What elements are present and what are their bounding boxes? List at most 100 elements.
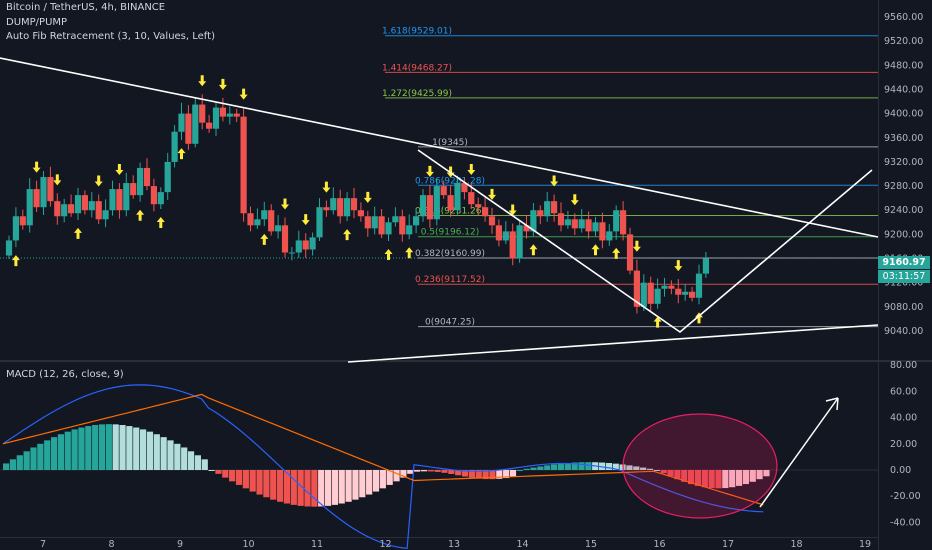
macd-histogram-bar bbox=[311, 470, 318, 507]
candle-body bbox=[26, 189, 33, 226]
time-tick-label: 12 bbox=[379, 539, 391, 550]
down-arrow-icon bbox=[467, 164, 476, 176]
candle-body bbox=[130, 183, 137, 196]
macd-histogram-bar bbox=[181, 447, 188, 470]
macd-histogram-bar bbox=[489, 470, 496, 480]
macd-histogram-bar bbox=[461, 470, 469, 477]
macd-histogram-bar bbox=[201, 459, 208, 470]
down-arrow-icon bbox=[425, 165, 434, 177]
macd-histogram-bar bbox=[270, 470, 277, 500]
candle-body bbox=[309, 237, 316, 250]
pane-divider bbox=[0, 360, 932, 362]
candle-body bbox=[530, 210, 537, 232]
candle-body bbox=[219, 107, 226, 117]
candle-body bbox=[88, 201, 95, 211]
macd-histogram-bar bbox=[633, 466, 640, 470]
down-arrow-icon bbox=[632, 240, 641, 252]
candle-body bbox=[323, 207, 330, 211]
macd-histogram-bar bbox=[571, 462, 578, 470]
fib-label: 0.786(9281.28) bbox=[415, 176, 485, 186]
candle-body bbox=[689, 291, 696, 298]
macd-tick-label: -40.00 bbox=[890, 517, 921, 528]
candle-body bbox=[695, 273, 703, 298]
candle-body bbox=[544, 201, 551, 217]
candle-body bbox=[102, 210, 109, 220]
macd-histogram-bar bbox=[290, 470, 297, 505]
candle-body bbox=[268, 210, 275, 232]
down-arrow-icon bbox=[301, 214, 310, 226]
down-arrow-icon bbox=[198, 75, 207, 87]
price-tick-label: 9080.00 bbox=[884, 302, 923, 313]
macd-histogram-bar bbox=[78, 427, 85, 470]
macd-histogram-bar bbox=[400, 470, 407, 478]
candle-body bbox=[33, 189, 40, 208]
macd-histogram-bar bbox=[537, 466, 544, 470]
candle-body bbox=[468, 192, 475, 205]
signal-arrows bbox=[11, 75, 703, 328]
candle-body bbox=[482, 207, 489, 217]
macd-histogram-bar bbox=[256, 470, 263, 495]
macd-histogram-bar bbox=[578, 462, 585, 470]
macd-histogram-bar bbox=[407, 470, 414, 474]
macd-histogram-bar bbox=[441, 470, 448, 473]
fib-label: 0(9047.25) bbox=[425, 318, 475, 328]
time-tick-label: 17 bbox=[722, 539, 734, 550]
macd-histogram-bar bbox=[3, 463, 10, 470]
candle-body bbox=[123, 183, 130, 211]
time-tick-label: 9 bbox=[177, 539, 183, 550]
candle-body bbox=[599, 222, 606, 241]
candle-body bbox=[157, 192, 164, 205]
macd-label: MACD (12, 26, close, 9) bbox=[6, 369, 124, 380]
candle-body bbox=[344, 198, 351, 217]
drawings bbox=[0, 57, 879, 363]
macd-histogram-bar bbox=[174, 443, 181, 470]
macd-histogram-bar bbox=[653, 470, 660, 471]
macd-tick-label: 20.00 bbox=[890, 439, 917, 450]
macd-histogram-bar bbox=[23, 451, 30, 470]
macd-histogram-bar bbox=[557, 463, 565, 470]
up-arrow-icon bbox=[343, 229, 352, 241]
candle-body bbox=[288, 252, 295, 254]
candle-body bbox=[199, 104, 206, 123]
up-arrow-icon bbox=[74, 227, 82, 239]
macd-histogram-bar bbox=[50, 437, 58, 470]
candle-body bbox=[247, 213, 254, 226]
macd-histogram-bar bbox=[222, 470, 229, 478]
macd-histogram-bar bbox=[133, 427, 140, 470]
macd-histogram-bar bbox=[729, 470, 736, 488]
candle-body bbox=[551, 201, 558, 214]
candle-body bbox=[47, 177, 54, 202]
candle-body bbox=[626, 234, 634, 271]
macd-histogram-bar bbox=[735, 470, 743, 486]
macd-histogram-bar bbox=[140, 429, 147, 470]
down-arrow-icon bbox=[550, 175, 559, 187]
candle-body bbox=[302, 240, 309, 250]
indicator-dump-pump: DUMP/PUMP bbox=[6, 17, 68, 28]
macd-tick-label: 60.00 bbox=[890, 386, 917, 397]
candle-body bbox=[516, 225, 523, 259]
macd-histogram-bar bbox=[585, 462, 592, 470]
candle-body bbox=[150, 186, 157, 205]
candle-body bbox=[640, 282, 647, 307]
time-tick-label: 13 bbox=[448, 539, 460, 550]
highlight-ellipse bbox=[622, 413, 778, 519]
candle-body bbox=[178, 113, 185, 132]
macd-histogram-bar bbox=[564, 462, 571, 470]
candle-body bbox=[419, 195, 427, 217]
price-badge: 9160.97 bbox=[878, 256, 930, 269]
price-tick-label: 9120.00 bbox=[884, 278, 923, 289]
macd-histogram-bar bbox=[640, 467, 647, 470]
macd-histogram-bar bbox=[208, 470, 215, 471]
candle-body bbox=[488, 216, 496, 226]
price-tick-label: 9200.00 bbox=[884, 229, 923, 240]
macd-histogram-bar bbox=[496, 470, 503, 479]
macd-tick-label: 0.00 bbox=[890, 465, 911, 476]
price-tick-label: 9280.00 bbox=[884, 181, 923, 192]
candle-body bbox=[440, 186, 447, 196]
macd-histogram-bar bbox=[468, 470, 475, 478]
macd-histogram-bar bbox=[722, 470, 729, 489]
candle-body bbox=[350, 198, 358, 211]
candle-body bbox=[74, 195, 82, 214]
candle-body bbox=[5, 240, 13, 256]
